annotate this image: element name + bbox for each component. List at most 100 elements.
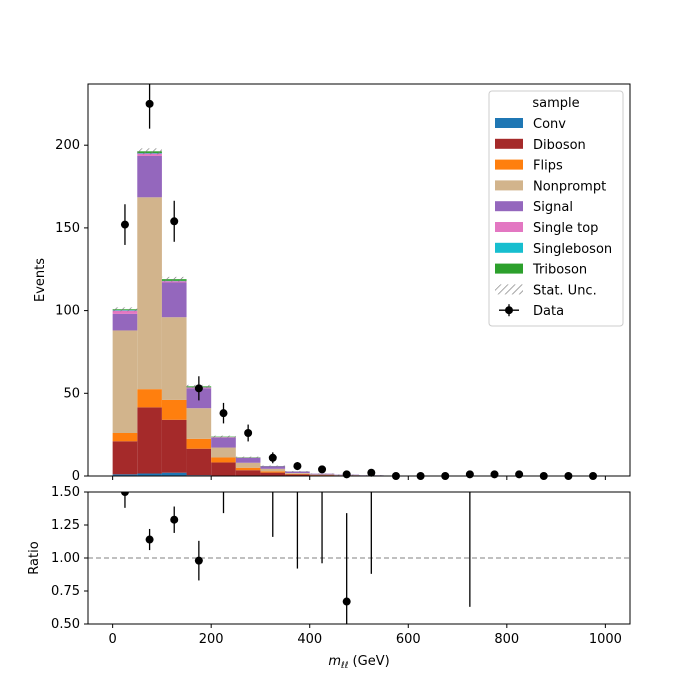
bar [161, 281, 187, 283]
series-nonprompt [112, 197, 359, 476]
data-point [465, 470, 474, 479]
ratio-tick-label: 0.75 [51, 584, 80, 599]
stacked-bars [112, 151, 458, 476]
bar [285, 474, 310, 476]
data-point [367, 468, 376, 477]
stat-unc-rect [260, 465, 286, 467]
legend-entry: Triboson [495, 263, 587, 278]
legend-entry: Stat. Unc. [495, 283, 597, 298]
legend-entry: Conv [495, 117, 566, 132]
stat-unc-rect [235, 456, 261, 458]
ratio-point [170, 506, 179, 533]
data-point [120, 204, 129, 245]
main-panel: 0 50 100 150 200 Events sample Conv Diboson Fli… [33, 83, 631, 484]
stat-unc-rect [285, 471, 310, 472]
data-point [244, 424, 253, 442]
ratio-point [194, 540, 203, 581]
x-tick-label: 0 [108, 632, 116, 647]
bar [137, 155, 162, 198]
bar [211, 457, 236, 463]
data-point [318, 465, 327, 474]
stat-unc-rect [309, 473, 335, 475]
series-diboson [112, 407, 458, 476]
x-tick-label: 200 [199, 632, 224, 647]
ratio-point [145, 528, 154, 551]
bar [161, 399, 187, 420]
ratio-axis-ticks: 0.50 0.75 1.00 1.25 1.50 0 200 400 600 800 1000 [51, 485, 622, 647]
stat-unc-rect [211, 435, 236, 438]
bar [161, 472, 187, 476]
ratio-points [120, 492, 471, 624]
bar [211, 447, 236, 458]
bar [260, 468, 286, 472]
bar [260, 472, 286, 476]
ratio-point [120, 492, 129, 508]
x-axis-label: mℓℓ (GeV) [328, 654, 389, 671]
legend-label: Triboson [532, 263, 587, 278]
legend-label: Signal [533, 200, 573, 215]
bar [186, 448, 212, 476]
data-point [170, 200, 179, 242]
legend-label: Stat. Unc. [533, 283, 597, 298]
legend-label: Data [533, 304, 564, 319]
main-axes-frame [87, 83, 631, 477]
bar [137, 197, 162, 390]
ratio-tick-label: 1.00 [51, 551, 80, 566]
data-point [145, 84, 154, 129]
y-tick-label: 100 [55, 304, 80, 319]
stat-unc-rect [137, 148, 162, 155]
legend-entry: Single top [495, 221, 598, 236]
ratio-tick-label: 1.25 [51, 518, 80, 533]
stat-unc-rect [161, 276, 187, 282]
x-tick-label: 800 [494, 632, 519, 647]
data-point [293, 462, 302, 471]
legend-title: sample [532, 96, 579, 111]
bar [112, 310, 138, 314]
legend-label: Singleboson [533, 242, 612, 257]
bar [235, 457, 261, 463]
bar [161, 282, 187, 318]
legend-label: Conv [533, 117, 566, 132]
legend: sample Conv Diboson Flips Nonprompt Signal Sin… [488, 90, 624, 327]
legend-entry: Singleboson [495, 242, 612, 257]
stat-unc-rect [112, 307, 138, 312]
y-tick-label: 200 [55, 138, 80, 153]
bar [211, 462, 236, 476]
legend-entry: Diboson [495, 138, 586, 153]
bar [137, 407, 162, 474]
bar [186, 408, 212, 439]
data-point [219, 402, 228, 424]
bar [112, 474, 138, 476]
bar [161, 419, 187, 473]
bar [235, 470, 261, 476]
main-axis-ticks: 0 50 100 150 200 [55, 138, 606, 484]
bar [137, 389, 162, 408]
bar [285, 473, 310, 474]
legend-label: Diboson [533, 138, 586, 153]
y-tick-label: 0 [72, 469, 80, 484]
ratio-tick-label: 1.50 [51, 485, 80, 500]
ratio-panel: 0.50 0.75 1.00 1.25 1.50 0 200 400 600 800 1000 Ra… [27, 485, 631, 671]
data-point [194, 376, 203, 401]
data-point [268, 452, 277, 464]
bar [235, 467, 261, 471]
series-flips [112, 389, 359, 476]
x-tick-label: 600 [396, 632, 421, 647]
x-tick-label: 1000 [589, 632, 622, 647]
legend-label: Flips [533, 159, 563, 174]
legend-entry: Signal [495, 200, 573, 215]
bar [161, 317, 187, 400]
bar [137, 473, 162, 476]
bar [186, 438, 212, 449]
data-point [342, 470, 351, 479]
bar [285, 471, 310, 474]
y-tick-label: 50 [63, 386, 80, 401]
bar [260, 466, 286, 469]
y-axis-label: Events [33, 258, 48, 302]
legend-entry: Data [499, 304, 564, 319]
bar [260, 471, 286, 473]
ratio-point [342, 513, 351, 624]
bar [112, 432, 138, 442]
data-point [490, 470, 499, 479]
